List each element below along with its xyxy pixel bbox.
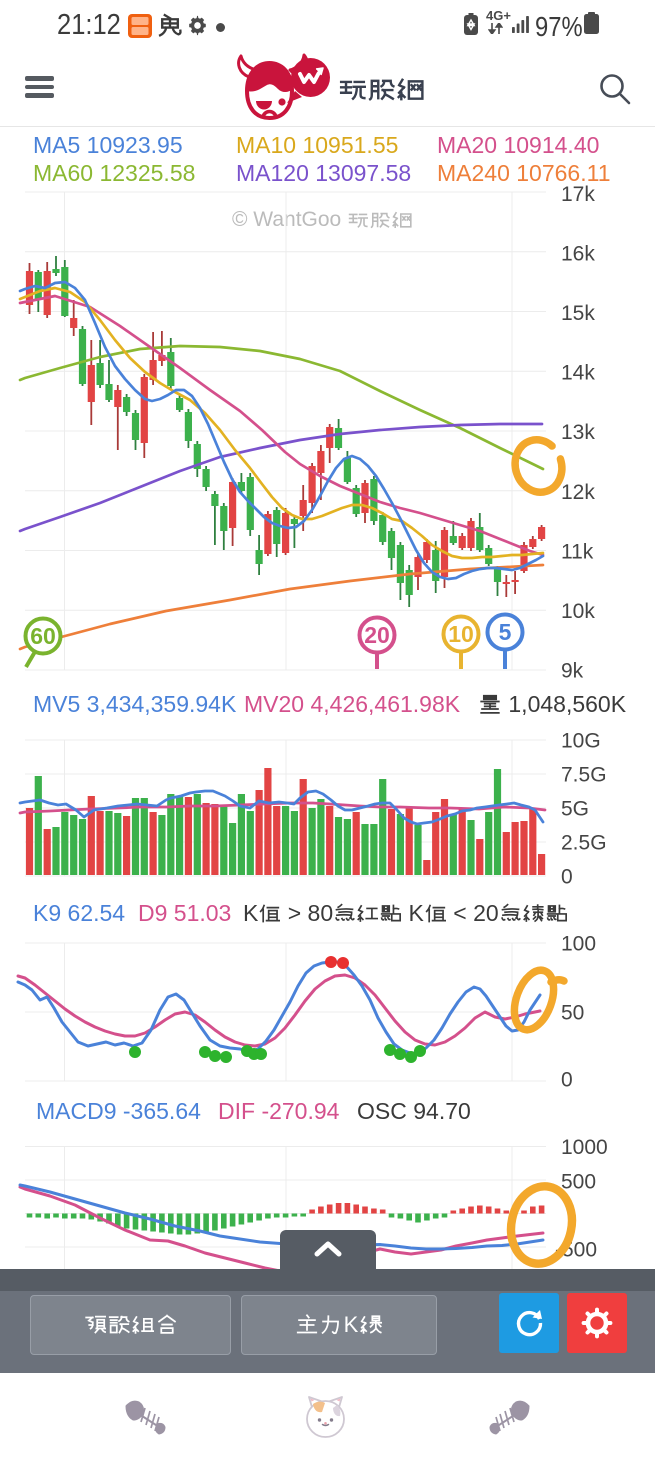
svg-text:5: 5 bbox=[499, 619, 512, 645]
svg-text:500: 500 bbox=[561, 1171, 596, 1194]
svg-text:60: 60 bbox=[30, 623, 56, 649]
svg-text:50: 50 bbox=[561, 1002, 584, 1025]
svg-text:7.5G: 7.5G bbox=[561, 764, 607, 787]
svg-text:10G: 10G bbox=[561, 730, 601, 753]
svg-text:5G: 5G bbox=[561, 798, 589, 821]
svg-text:14k: 14k bbox=[561, 362, 595, 385]
svg-text:11k: 11k bbox=[561, 540, 594, 563]
svg-text:12k: 12k bbox=[561, 481, 595, 504]
svg-text:16k: 16k bbox=[561, 243, 595, 266]
svg-text:17k: 17k bbox=[561, 183, 595, 206]
svg-text:10: 10 bbox=[448, 621, 474, 647]
svg-text:0: 0 bbox=[561, 866, 573, 889]
svg-text:10k: 10k bbox=[561, 600, 595, 623]
svg-text:2.5G: 2.5G bbox=[561, 832, 607, 855]
svg-text:100: 100 bbox=[561, 933, 596, 956]
svg-text:9k: 9k bbox=[561, 659, 584, 682]
svg-text:0: 0 bbox=[561, 1069, 573, 1092]
svg-text:13k: 13k bbox=[561, 421, 595, 444]
svg-text:15k: 15k bbox=[561, 302, 595, 325]
svg-text:20: 20 bbox=[364, 622, 390, 648]
svg-text:1000: 1000 bbox=[561, 1136, 608, 1159]
